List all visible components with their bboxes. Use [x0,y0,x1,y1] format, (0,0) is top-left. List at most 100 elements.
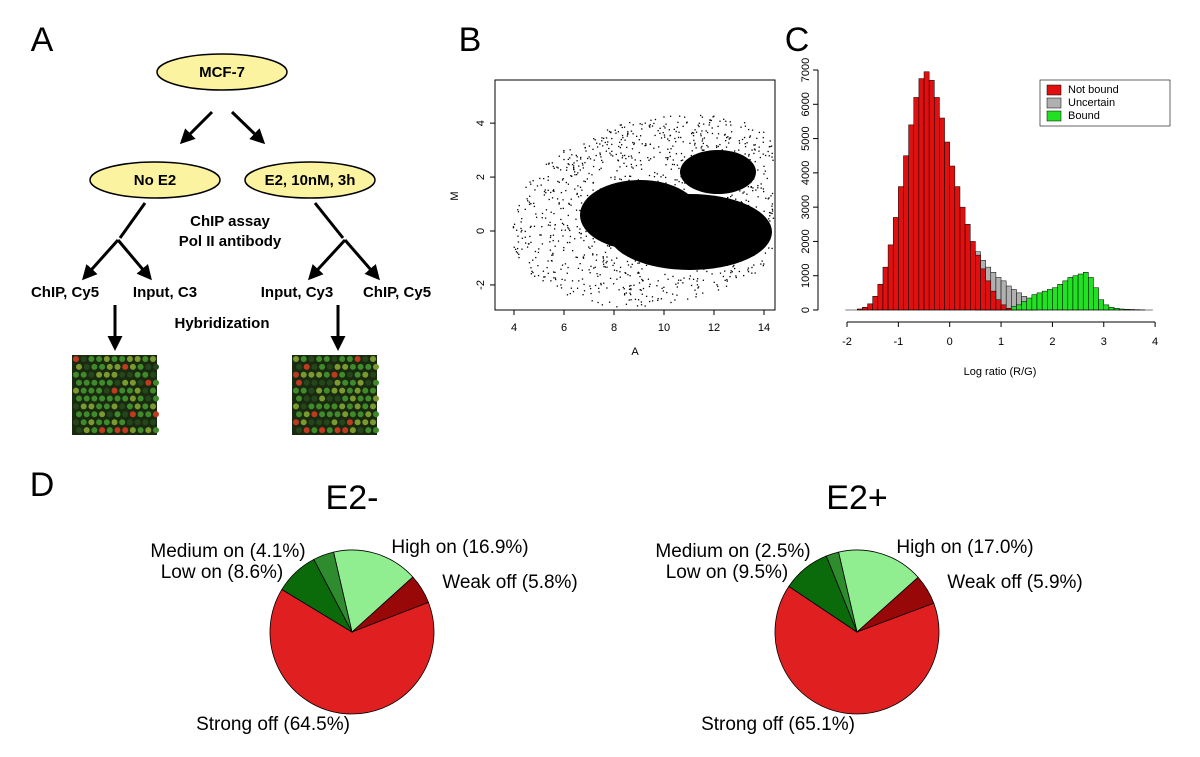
microarrays [72,355,379,435]
speck [535,216,538,218]
speck [691,240,694,242]
speck [724,279,726,282]
speck [762,136,764,139]
speck [738,230,741,233]
spot [303,411,310,418]
spot [311,411,318,418]
spot [96,356,103,362]
spot [334,363,341,370]
speck [610,244,612,246]
speck [691,163,693,165]
spot [303,395,310,402]
spot [300,403,307,410]
speck [599,274,601,276]
speck [584,213,587,216]
speck [610,200,612,202]
speck [730,124,732,126]
arrow [81,238,120,281]
speck [648,285,651,288]
speck [553,228,556,230]
spot [73,403,79,410]
speck [748,219,750,222]
speck [644,249,647,251]
speck [560,218,562,221]
speck [642,256,644,258]
speck [587,201,589,203]
speck [570,198,572,200]
histogram-bar [995,299,1002,311]
speck [699,170,701,173]
spot [293,419,299,426]
spot [349,363,356,370]
speck [754,212,757,214]
spot [91,395,98,402]
speck [680,136,682,139]
speck [618,232,620,234]
speck [616,270,618,272]
speck [705,248,707,250]
speck [658,226,660,229]
speck [530,225,532,227]
spot [114,395,121,402]
speck [657,180,659,182]
speck [723,134,726,136]
speck [579,169,581,171]
spot [308,371,315,378]
speck [668,139,670,142]
spot [293,387,299,394]
speck [645,219,648,221]
speck [576,287,579,289]
speck [554,277,557,279]
speck [673,212,675,215]
speck [680,159,682,162]
speck [592,148,594,150]
speck [596,254,598,256]
speck [762,188,765,190]
speck [716,243,719,245]
speck [696,270,698,272]
speck [623,288,625,290]
speck [589,272,591,274]
speck [590,292,592,295]
speck [706,270,708,273]
speck [660,209,663,212]
speck [634,229,636,231]
speck [548,162,550,164]
speck [698,198,701,200]
speck [598,193,601,195]
spot [129,363,136,370]
speck [585,150,587,152]
speck [591,174,593,176]
speck [708,124,710,126]
speck [740,244,742,246]
speck [637,272,639,274]
speck [628,203,631,205]
spot [346,419,353,426]
speck [616,216,618,219]
spot [111,419,118,426]
speck [543,190,546,193]
speck [657,280,659,282]
speck [667,157,669,159]
speck [664,222,667,224]
speck [600,284,602,286]
speck [668,206,670,208]
spot [137,363,144,370]
speck [744,215,746,218]
speck [721,169,723,172]
spot [296,395,302,402]
spot [106,411,113,418]
speck [520,227,522,230]
spot [300,387,307,394]
spot [365,411,372,418]
spot [88,403,95,410]
spot [134,387,141,394]
speck [659,255,661,257]
speck [702,142,704,145]
spot [80,419,87,426]
speck [554,245,556,247]
speck [547,179,549,181]
speck [771,192,774,195]
speck [667,148,669,150]
spot [137,411,144,418]
